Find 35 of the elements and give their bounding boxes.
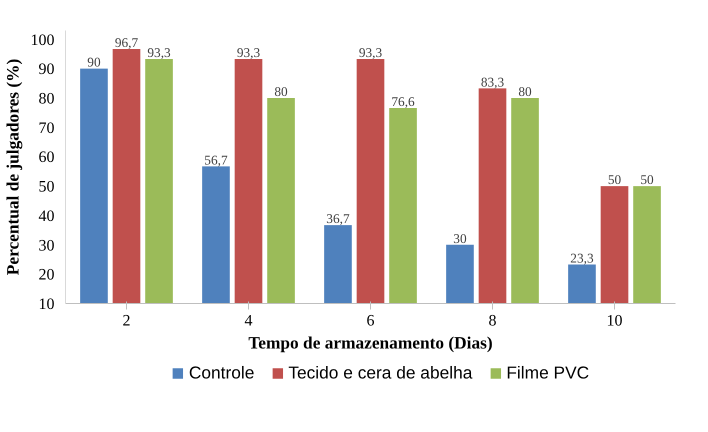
data-label: 93,3 (147, 44, 172, 60)
data-label: 30 (453, 230, 467, 246)
data-label: 50 (608, 172, 622, 188)
data-label: 36,7 (326, 211, 350, 226)
y-tick-label: 40 (38, 208, 54, 225)
data-label: 56,7 (204, 152, 228, 168)
y-tick-label: 10 (38, 296, 54, 313)
x-tick-label: 10 (606, 312, 622, 330)
data-label: 96,7 (114, 34, 138, 50)
y-tick-label: 50 (38, 178, 54, 196)
y-tick-label: 60 (38, 149, 54, 166)
data-label: 23,3 (570, 250, 594, 266)
y-tick-label: 100 (30, 32, 54, 49)
data-label: 90 (87, 54, 101, 70)
legend-label: Filme PVC (506, 362, 590, 384)
legend-label: Controle (188, 362, 254, 384)
x-tick-label: 4 (244, 312, 252, 330)
data-label: 80 (274, 84, 288, 100)
y-axis-title: Percentual de julgadores (%) (4, 58, 22, 276)
x-axis-title: Tempo de armazenamento (Dias) (248, 334, 493, 352)
data-label: 50 (640, 172, 654, 188)
y-tick-label: 90 (38, 61, 54, 78)
data-label: 93,3 (358, 44, 382, 60)
data-label: 83,3 (480, 74, 504, 90)
y-tick-label: 70 (38, 120, 54, 137)
y-tick-label: 20 (38, 266, 54, 284)
data-label: 80 (518, 84, 532, 100)
data-label: 93,3 (236, 44, 260, 60)
data-label: 76,6 (391, 94, 416, 109)
x-tick-label: 2 (122, 312, 130, 330)
y-tick-label: 80 (38, 90, 54, 108)
legend-label: Tecido e cera de abelha (288, 362, 472, 384)
y-tick-label: 30 (38, 237, 54, 254)
x-tick-label: 6 (366, 312, 374, 330)
x-tick-label: 8 (488, 312, 496, 330)
